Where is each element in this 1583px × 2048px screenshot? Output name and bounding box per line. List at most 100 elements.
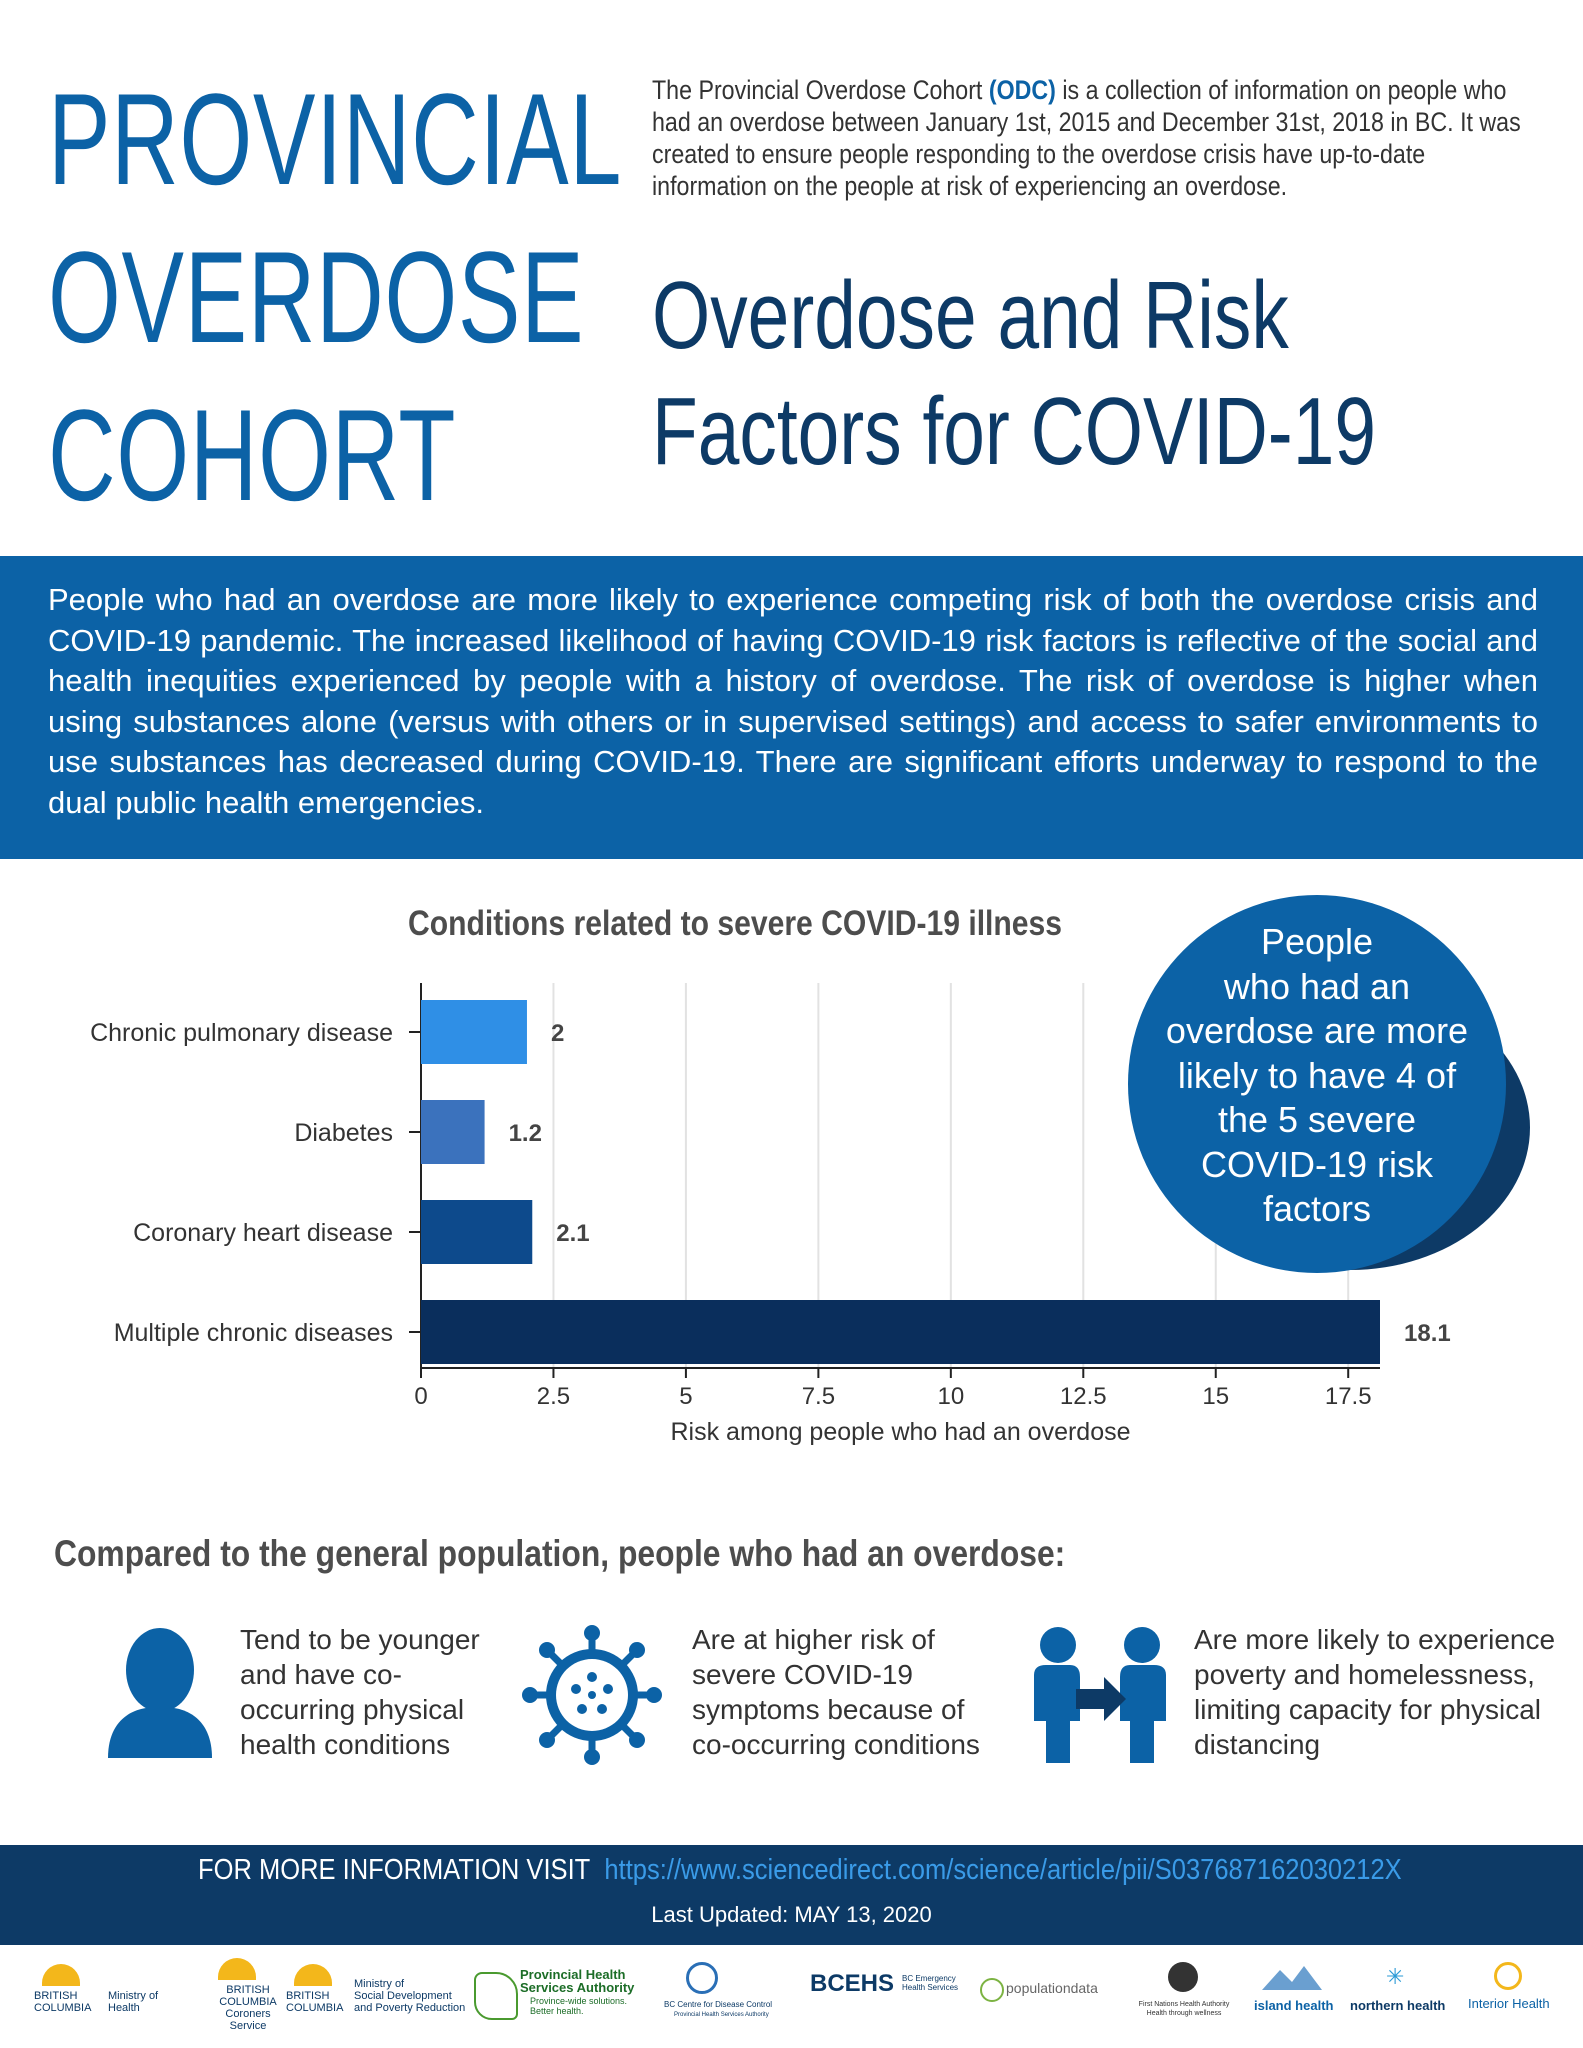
feature-text-younger: Tend to be younger and have co- occurrin…: [240, 1622, 480, 1762]
value-label: 1.2: [509, 1120, 542, 1147]
value-label: 2: [551, 1020, 564, 1047]
bccdc-name: BC Centre for Disease Control: [664, 2000, 773, 2009]
x-tick-label: 17.5: [1325, 1383, 1372, 1410]
x-tick-label: 2.5: [537, 1383, 570, 1410]
feature-line: limiting capacity for physical: [1194, 1694, 1542, 1725]
logo-line: BRITISH: [226, 1984, 270, 1996]
logo-line: COLUMBIA: [286, 2002, 344, 2014]
logo-line: Provincial Health: [520, 1967, 626, 1982]
logo-line: Better health.: [530, 2006, 584, 2016]
feature-line: and have co-: [240, 1659, 402, 1690]
logo-interior-health: Interior Health: [1468, 1962, 1578, 2022]
bc-wordmark: BRITISH COLUMBIA: [286, 1990, 343, 2014]
bar: [421, 1200, 533, 1264]
feature-line: occurring physical: [240, 1694, 465, 1725]
logo-line: COLUMBIA: [34, 2002, 92, 2014]
main-title-line-2: OVERDOSE: [48, 224, 585, 370]
callout-line: overdose are more: [1165, 1010, 1469, 1051]
logo-line: BRITISH: [34, 1990, 78, 2002]
feature-line: poverty and homelessness,: [1194, 1659, 1535, 1690]
feature-text-higher-risk: Are at higher risk of severe COVID-19 sy…: [692, 1622, 980, 1762]
bc-sun-icon: [294, 1964, 332, 1986]
bar: [421, 1100, 485, 1164]
callout-line: who had an: [1223, 965, 1411, 1007]
x-tick-label: 12.5: [1060, 1383, 1107, 1410]
category-label: Diabetes: [294, 1119, 393, 1147]
callout-text: People who had an overdose are more like…: [1128, 920, 1506, 1232]
bccdc-mark-icon: [686, 1962, 718, 1994]
logo-bc-sdpr: BRITISH COLUMBIA Ministry of Social Develo…: [282, 1958, 482, 2038]
callout-line: the 5 severe: [1217, 1099, 1417, 1140]
snowflake-icon: ✳: [1386, 1964, 1405, 1989]
main-title: PROVINCIAL OVERDOSE COHORT: [48, 60, 623, 534]
logo-line: Health Services: [902, 1983, 959, 1992]
subtitle: Overdose and Risk Factors for COVID-19: [652, 258, 1376, 490]
subtitle-line-2: Factors for COVID-19: [652, 378, 1377, 485]
logo-line: Ministry of: [108, 1990, 159, 2002]
main-title-line-1: PROVINCIAL: [48, 66, 623, 212]
x-tick-label: 7.5: [802, 1383, 835, 1410]
logo-bcehs: BCEHS BC Emergency Health Services: [810, 1970, 1010, 2010]
risk-bar-chart: 0 2.5 5 7.5 10 12.5 15 17.5 Chronic pulmonary di…: [90, 983, 1451, 1446]
logo-phsa: Provincial Health Services Authority Prov…: [470, 1962, 650, 2032]
feature-line: co-occurring conditions: [692, 1729, 980, 1760]
callout-line: likely to have 4 of: [1177, 1054, 1457, 1096]
x-tick-label: 10: [937, 1383, 964, 1410]
logo-line: Health through wellness: [1146, 2010, 1222, 2017]
feature-line: Are at higher risk of: [692, 1624, 935, 1655]
logo-line: Province-wide solutions.: [530, 1996, 628, 2006]
banner-text: People who had an overdose are more like…: [48, 582, 1538, 820]
logo-line: First Nations Health Authority: [1138, 2001, 1230, 2008]
category-label: Multiple chronic diseases: [114, 1319, 393, 1347]
logo-line: Services Authority: [520, 1980, 635, 1995]
intro-text-start: The Provincial Overdose Cohort: [652, 75, 989, 105]
people-distancing-icon: [1034, 1627, 1166, 1763]
feature-line: symptoms because of: [692, 1694, 965, 1725]
feature-line: health conditions: [240, 1729, 451, 1760]
info-banner: [0, 556, 1583, 859]
island-wordmark: island health: [1254, 1998, 1334, 2013]
main-title-line-3: COHORT: [48, 382, 457, 528]
popdata-wordmark: populationdata: [1006, 1980, 1098, 1996]
x-axis-label: Risk among people who had an overdose: [670, 1418, 1130, 1446]
virus-icon: [522, 1625, 662, 1765]
logo-line: BC Emergency: [902, 1974, 956, 1983]
logo-island-health: island health: [1250, 1964, 1340, 2024]
value-label: 2.1: [556, 1220, 589, 1247]
x-tick-label: 15: [1202, 1383, 1229, 1410]
x-tick-label: 5: [679, 1383, 692, 1410]
category-label: Coronary heart disease: [133, 1219, 393, 1247]
footer-bar: [0, 1845, 1583, 1945]
compare-heading: Compared to the general population, peop…: [54, 1533, 1066, 1574]
person-icon: [108, 1628, 212, 1758]
logo-northern-health: ✳ northern health: [1350, 1964, 1460, 2024]
bc-sun-icon: [218, 1958, 256, 1980]
feature-line: Tend to be younger: [240, 1624, 480, 1655]
bcehs-name: BC Emergency Health Services: [902, 1974, 958, 1992]
northern-wordmark: northern health: [1350, 1998, 1446, 2013]
logo-line: BRITISH: [286, 1990, 330, 2002]
bc-wordmark: BRITISH COLUMBIA: [34, 1990, 91, 2014]
feature-text-poverty: Are more likely to experience poverty an…: [1194, 1622, 1555, 1762]
more-info: FOR MORE INFORMATION VISIT https://www.s…: [198, 1854, 1402, 1887]
partner-logos: BRITISH COLUMBIA Ministry of Health BRITIS…: [30, 1958, 1570, 2038]
logo-line: COLUMBIA: [219, 1996, 277, 2008]
interior-wordmark: Interior Health: [1468, 1996, 1550, 2011]
logo-bccdc: BC Centre for Disease Control Provincial…: [660, 1962, 830, 2032]
last-updated: Last Updated: MAY 13, 2020: [651, 1902, 932, 1927]
x-tick-label: 0: [414, 1383, 427, 1410]
feature-line: Are more likely to experience: [1194, 1624, 1556, 1655]
bar: [421, 1000, 527, 1064]
subtitle-line-1: Overdose and Risk: [652, 262, 1289, 369]
fnha-emblem-icon: [1168, 1962, 1198, 1992]
intro-text-end: is a collection of information on people…: [652, 75, 1521, 201]
coroners-wordmark: BRITISH COLUMBIA Coroners Service: [206, 1984, 290, 2032]
logo-bc-coroners: BRITISH COLUMBIA Coroners Service: [190, 1958, 290, 2038]
logo-bc-ministry-health: BRITISH COLUMBIA Ministry of Health: [30, 1958, 180, 2038]
more-info-link[interactable]: https://www.sciencedirect.com/science/ar…: [604, 1854, 1402, 1886]
bcehs-wordmark: BCEHS: [810, 1970, 895, 1997]
feature-line: distancing: [1194, 1729, 1321, 1760]
intro-acronym: (ODC): [988, 75, 1056, 105]
feature-line: severe COVID-19: [692, 1659, 913, 1690]
bar: [421, 1300, 1380, 1364]
